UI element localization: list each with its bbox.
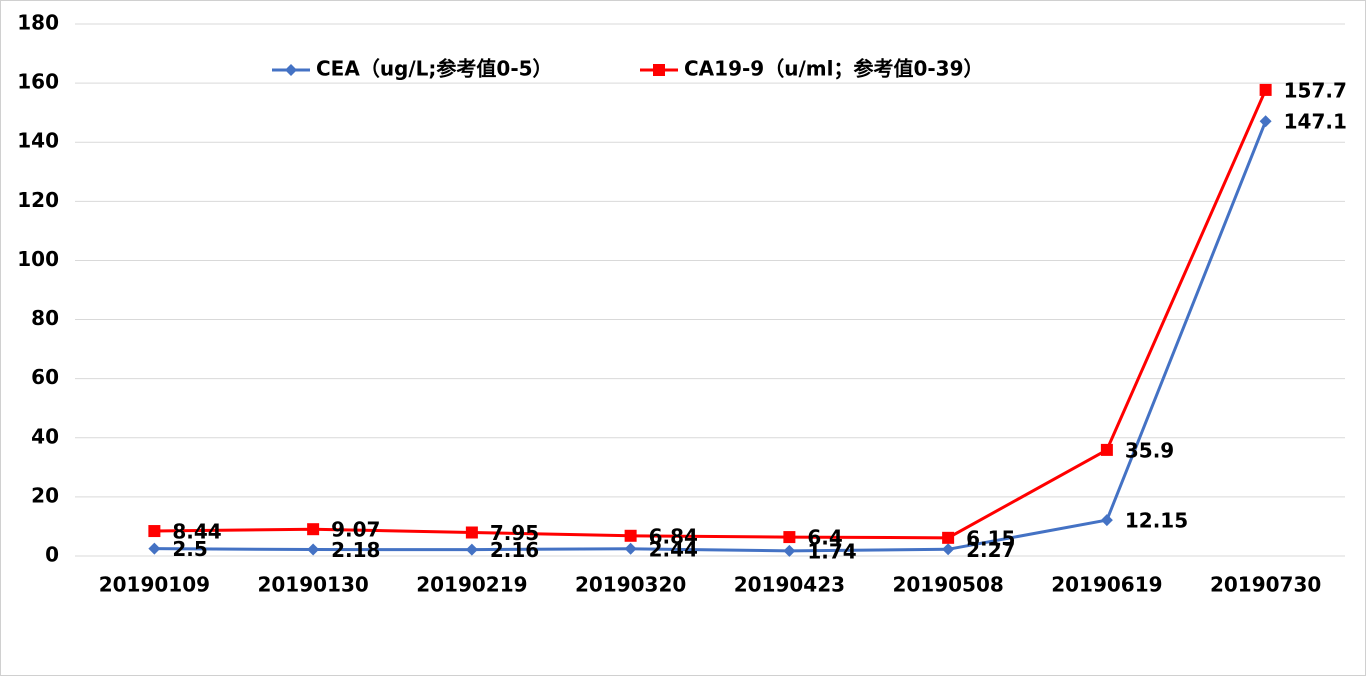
legend-label: CA19-9（u/ml；参考值0-39）	[684, 57, 984, 81]
x-tick-label: 20190130	[257, 573, 368, 597]
data-label: 147.1	[1284, 110, 1347, 134]
data-point	[1259, 83, 1272, 96]
data-label: 2.18	[331, 538, 380, 562]
y-tick-label: 0	[45, 543, 59, 567]
data-label: 12.15	[1125, 509, 1188, 533]
data-point	[1100, 514, 1113, 527]
data-point	[307, 523, 320, 536]
y-tick-label: 180	[17, 11, 59, 35]
data-label: 6.15	[966, 526, 1015, 550]
y-tick-label: 60	[31, 365, 59, 389]
data-point	[148, 525, 161, 538]
data-point	[942, 543, 955, 556]
data-label: 8.44	[172, 520, 221, 544]
y-tick-label: 100	[17, 247, 59, 271]
x-tick-label: 20190619	[1051, 573, 1162, 597]
x-tick-label: 20190320	[575, 573, 686, 597]
legend-label: CEA（ug/L;参考值0-5）	[316, 57, 553, 81]
y-tick-label: 120	[17, 188, 59, 212]
legend-marker	[285, 64, 297, 76]
data-point	[307, 543, 320, 556]
y-tick-label: 80	[31, 306, 59, 330]
data-point	[624, 542, 637, 555]
x-tick-label: 20190109	[99, 573, 210, 597]
data-point	[148, 542, 161, 555]
x-tick-label: 20190423	[734, 573, 845, 597]
data-point	[1259, 115, 1272, 128]
y-tick-label: 40	[31, 424, 59, 448]
data-point	[783, 531, 796, 544]
series-line	[154, 120, 1268, 553]
x-tick-label: 20190730	[1210, 573, 1321, 597]
legend-marker	[653, 64, 665, 76]
data-point	[624, 529, 637, 542]
y-tick-label: 160	[17, 70, 59, 94]
data-label: 2.16	[490, 538, 539, 562]
data-point	[465, 543, 478, 556]
data-label: 6.4	[807, 526, 842, 550]
data-label: 35.9	[1125, 438, 1174, 462]
data-label: 2.27	[966, 538, 1015, 562]
data-label: 2.44	[649, 537, 698, 561]
y-tick-label: 20	[31, 483, 59, 507]
series-line	[154, 89, 1267, 540]
data-label: 1.74	[807, 539, 856, 563]
data-point	[465, 526, 478, 539]
x-tick-label: 20190508	[892, 573, 1003, 597]
data-label: 7.95	[490, 521, 539, 545]
y-tick-label: 140	[17, 129, 59, 153]
data-point	[783, 544, 796, 557]
x-tick-label: 20190219	[416, 573, 527, 597]
data-label: 157.7	[1284, 78, 1347, 102]
data-label: 6.84	[649, 524, 698, 548]
data-label: 2.5	[172, 537, 207, 561]
data-label: 9.07	[331, 518, 380, 542]
data-point	[1100, 443, 1113, 456]
data-point	[942, 531, 955, 544]
